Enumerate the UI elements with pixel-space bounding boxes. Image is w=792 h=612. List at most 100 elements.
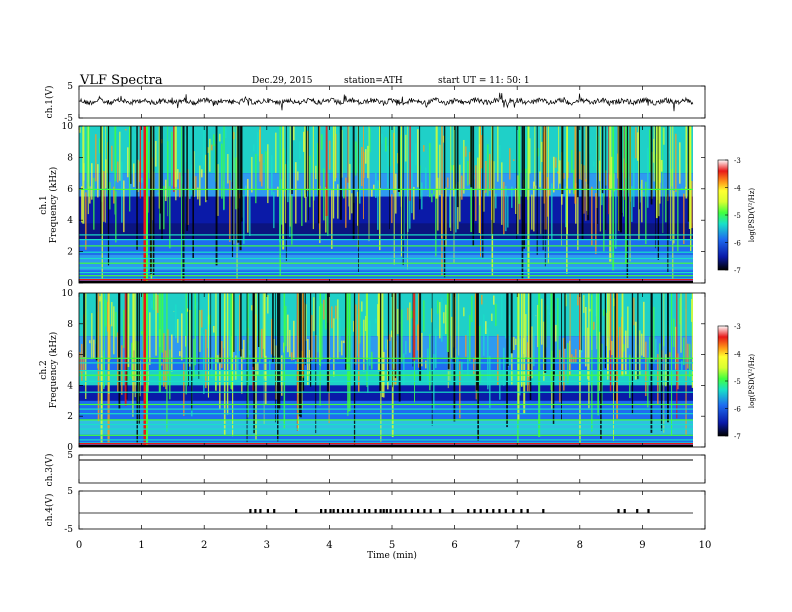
sferic-streak (687, 126, 690, 222)
sferic-streak (597, 293, 599, 416)
spectrogram-cell (653, 306, 655, 362)
ch4-pulse (395, 509, 398, 513)
spectrogram-cell (517, 175, 519, 235)
sferic-streak (441, 126, 443, 275)
spectrogram-cell (509, 315, 511, 366)
spectrogram-cell (577, 195, 579, 250)
spectrogram-cell (583, 295, 585, 313)
sferic-streak (671, 293, 673, 436)
ch4-pulse (363, 509, 366, 513)
sferic-streak (588, 293, 590, 409)
ch2-spectrogram (79, 293, 693, 447)
spectrogram-cell (555, 157, 557, 168)
sferic-streak (609, 293, 612, 392)
ch4-pulse (332, 509, 335, 513)
sferic-streak (523, 293, 526, 414)
spectrogram-cell (633, 157, 635, 208)
ch4-pulse (254, 509, 257, 513)
sferic-streak (325, 126, 328, 216)
x-tick-label: 5 (389, 540, 395, 551)
harmonic-line (79, 257, 693, 260)
spectrogram-cell (275, 132, 277, 173)
spectrogram-cell (117, 161, 119, 183)
sferic-streak (482, 126, 484, 258)
sferic-streak (239, 126, 242, 251)
ch4-pulse (485, 509, 489, 513)
spectrogram-cell (113, 186, 115, 204)
spectrogram-cell (441, 297, 443, 342)
sferic-streak (272, 293, 274, 363)
spectrogram-cell (595, 296, 597, 317)
spectrogram-cell (595, 193, 597, 254)
spectrogram-cell (519, 338, 521, 396)
ch4-pulse (389, 509, 392, 513)
spectrogram-cell (175, 304, 177, 339)
spectrogram-cell (369, 128, 371, 153)
sferic-streak (474, 293, 477, 361)
spectrogram-cell (443, 312, 445, 324)
sferic-streak (625, 126, 627, 264)
sferic-streak (413, 293, 416, 361)
sferic-streak (538, 293, 541, 437)
spectrogram-cell (303, 131, 305, 152)
sferic-streak (107, 126, 110, 266)
sferic-streak (174, 126, 177, 187)
sferic-streak (527, 293, 530, 377)
harmonic-line (79, 443, 693, 445)
sferic-streak (623, 126, 624, 217)
ch4-voltage-ylabel: ch.4(V) (44, 494, 55, 527)
spectrogram-cell (455, 184, 457, 233)
spectrogram-cell (439, 144, 441, 195)
sferic-streak (566, 126, 568, 274)
sferic-streak (283, 293, 286, 429)
spectrogram-cell (333, 318, 335, 377)
sferic-streak (660, 293, 663, 431)
sferic-streak (332, 126, 335, 219)
spectrogram-cell (417, 324, 419, 351)
spectrogram-cell (433, 189, 435, 195)
spectrogram-cell (459, 361, 461, 419)
spectrogram-cell (249, 350, 251, 356)
ch4-pulse (498, 509, 501, 513)
spectrogram-cell (585, 306, 587, 367)
spectrogram-cell (127, 147, 129, 178)
y-tick-label: 10 (62, 122, 74, 132)
colorbar-tick-label: -6 (734, 240, 741, 248)
spectrogram-cell (477, 157, 479, 189)
sferic-streak (564, 293, 566, 349)
sferic-streak (191, 293, 193, 411)
harmonic-line (79, 245, 693, 247)
spectrogram-cell (661, 160, 663, 172)
spectrogram-cell (443, 135, 445, 143)
sferic-streak (259, 126, 261, 182)
spectrogram-cell (155, 140, 157, 167)
colorbars: -3 -4 -5 -6 -7 log(PSD(V²/Hz) -3 -4 -5 -6 -7 log(PS… (717, 157, 756, 441)
spectrogram-cell (341, 340, 343, 356)
sferic-streak (319, 126, 321, 230)
spectrogram-cell (255, 153, 257, 204)
sferic-streak (83, 293, 86, 357)
sferic-streak (185, 293, 187, 395)
ch1-voltage-panel (78, 92, 694, 112)
colorbar-tick-label: -5 (734, 378, 741, 386)
spectrogram-cell (271, 318, 273, 355)
spectrogram-cell (141, 177, 143, 183)
spectrogram-cell (291, 352, 293, 361)
x-tick-label: 7 (514, 540, 520, 551)
sferic-streak (304, 126, 306, 198)
sferic-streak (651, 293, 653, 372)
sferic-streak (258, 293, 260, 347)
spectrogram-cell (671, 169, 673, 187)
spectrogram-cell (227, 154, 229, 184)
sferic-streak (226, 293, 229, 415)
spectrogram-cell (405, 340, 407, 355)
spectrogram-cell (599, 331, 601, 391)
spectrogram-cell (571, 149, 573, 173)
spectrogram-cell (323, 168, 325, 221)
sferic-streak (453, 293, 456, 422)
spectrogram-cell (677, 190, 679, 252)
spectrogram-cell (207, 316, 209, 349)
sferic-streak (219, 293, 221, 364)
spectrogram-cell (627, 306, 629, 349)
sferic-streak (394, 293, 397, 379)
